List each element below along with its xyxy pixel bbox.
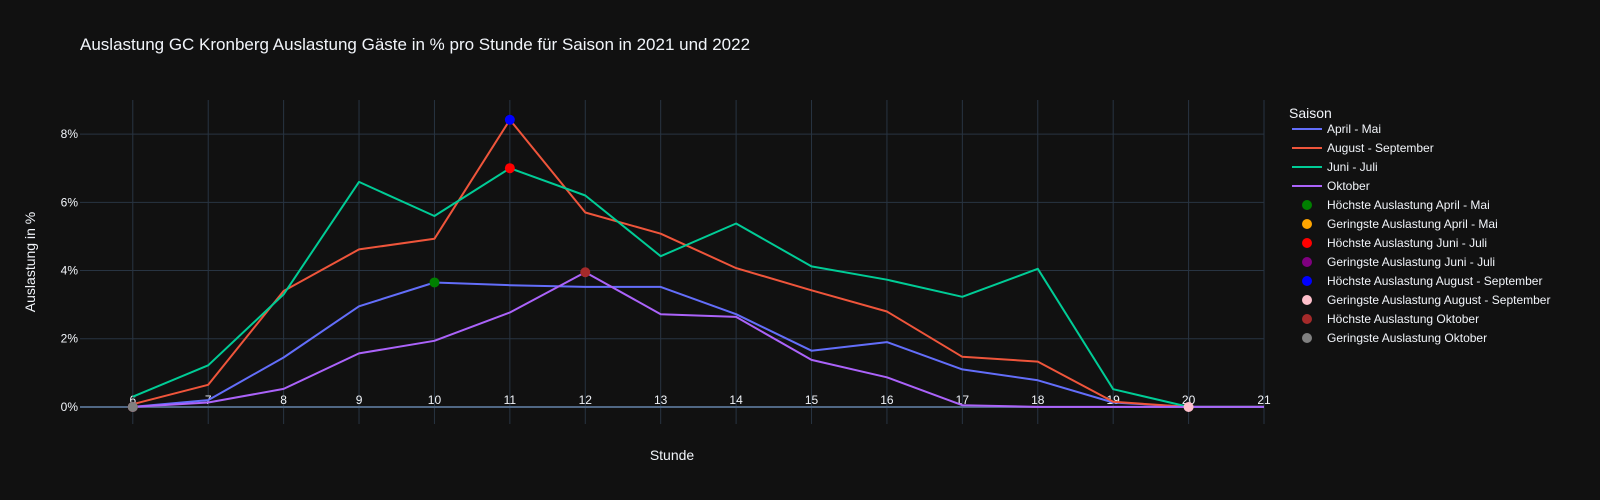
- x-tick-label: 13: [654, 393, 668, 407]
- marker-point: [127, 401, 138, 412]
- x-tick-label: 14: [729, 393, 743, 407]
- legend-label: Höchste Auslastung April - Mai: [1327, 198, 1490, 212]
- legend-item[interactable]: Höchste Auslastung August - September: [1302, 274, 1542, 288]
- series-line-august-september: [132, 118, 1264, 408]
- legend-item[interactable]: Geringste Auslastung April - Mai: [1302, 217, 1498, 231]
- legend-marker-swatch: [1302, 295, 1312, 305]
- x-tick-label: 16: [880, 393, 894, 407]
- x-tick-label: 11: [504, 393, 517, 407]
- legend-item[interactable]: Juni - Juli: [1292, 160, 1378, 174]
- legend-label: Oktober: [1327, 179, 1370, 193]
- y-axis-title: Auslastung in %: [22, 212, 38, 312]
- series-line-juni-juli: [132, 167, 1264, 408]
- legend-label: Juni - Juli: [1327, 160, 1378, 174]
- legend-item[interactable]: Höchste Auslastung Juni - Juli: [1302, 236, 1487, 250]
- legend-title: Saison: [1289, 105, 1332, 121]
- plot-area: 6 7 8 9 10 11 12 13 14 15 16 17 18 19 20 210%2%4%6%8%: [61, 100, 1271, 424]
- y-tick-label: 0%: [61, 400, 79, 414]
- y-tick-label: 6%: [61, 195, 79, 209]
- legend-item[interactable]: Oktober: [1292, 179, 1370, 193]
- legend-marker-swatch: [1302, 333, 1312, 343]
- x-axis-title: Stunde: [650, 447, 695, 463]
- legend-item[interactable]: August - September: [1292, 141, 1434, 155]
- series-line-oktober: [132, 271, 1264, 408]
- legend-item[interactable]: Höchste Auslastung Oktober: [1302, 312, 1479, 326]
- marker-point: [1183, 401, 1194, 412]
- x-tick-label: 12: [579, 393, 593, 407]
- x-tick-label: 10: [428, 393, 442, 407]
- legend-items[interactable]: April - Mai August - September Juni - Juli…: [1292, 122, 1550, 345]
- x-tick-label: 6: [129, 393, 136, 407]
- legend-marker-swatch: [1302, 238, 1312, 248]
- x-tick-label: 9: [356, 393, 363, 407]
- legend-marker-swatch: [1302, 219, 1312, 229]
- legend-label: Höchste Auslastung August - September: [1327, 274, 1542, 288]
- legend-item[interactable]: April - Mai: [1292, 122, 1381, 136]
- marker-point: [504, 163, 515, 174]
- legend-item[interactable]: Geringste Auslastung August - September: [1302, 293, 1550, 307]
- legend-label: August - September: [1327, 141, 1434, 155]
- marker-point: [504, 114, 515, 125]
- y-tick-label: 2%: [61, 332, 79, 346]
- legend-label: Höchste Auslastung Oktober: [1327, 312, 1479, 326]
- legend-marker-swatch: [1302, 257, 1312, 267]
- chart-title: Auslastung GC Kronberg Auslastung Gäste …: [80, 35, 750, 54]
- legend-item[interactable]: Geringste Auslastung Oktober: [1302, 331, 1487, 345]
- marker-point: [429, 277, 440, 288]
- legend[interactable]: Saison April - Mai August - September Juni…: [1289, 105, 1550, 345]
- legend-label: Geringste Auslastung April - Mai: [1327, 217, 1498, 231]
- x-tick-label: 8: [280, 393, 287, 407]
- series-line-april-mai: [132, 281, 1264, 408]
- legend-label: April - Mai: [1327, 122, 1381, 136]
- legend-item[interactable]: Höchste Auslastung April - Mai: [1302, 198, 1490, 212]
- x-tick-label: 21: [1257, 393, 1271, 407]
- legend-marker-swatch: [1302, 276, 1312, 286]
- x-tick-label: 18: [1031, 393, 1045, 407]
- legend-item[interactable]: Geringste Auslastung Juni - Juli: [1302, 255, 1495, 269]
- legend-label: Höchste Auslastung Juni - Juli: [1327, 236, 1487, 250]
- legend-label: Geringste Auslastung Oktober: [1327, 331, 1487, 345]
- legend-marker-swatch: [1302, 200, 1312, 210]
- x-tick-label: 15: [805, 393, 819, 407]
- marker-point: [580, 267, 591, 278]
- y-tick-label: 8%: [61, 127, 79, 141]
- legend-label: Geringste Auslastung Juni - Juli: [1327, 255, 1495, 269]
- legend-marker-swatch: [1302, 314, 1312, 324]
- legend-label: Geringste Auslastung August - September: [1327, 293, 1550, 307]
- y-tick-label: 4%: [61, 264, 79, 278]
